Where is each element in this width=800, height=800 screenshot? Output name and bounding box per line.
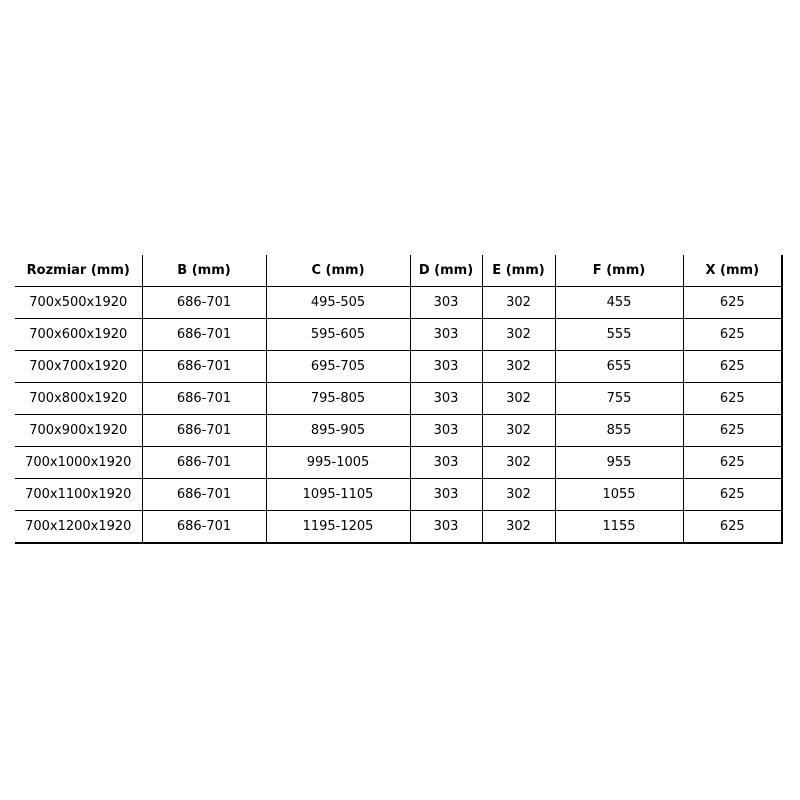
table-cell: 303 [409, 286, 482, 319]
table-cell: 555 [554, 318, 683, 351]
table-cell: 303 [409, 478, 482, 511]
table-cell: 303 [409, 510, 482, 544]
table-cell: 755 [554, 382, 683, 415]
dimensions-table: Rozmiar (mm) B (mm) C (mm) D (mm) E (mm) F (m… [15, 255, 783, 544]
table-cell: 303 [409, 318, 482, 351]
table-row: 700x1100x1920 686-701 1095-1105 303 302 1055 6… [15, 478, 783, 511]
column-header: E (mm) [481, 255, 555, 287]
table-row: 700x1200x1920 686-701 1195-1205 303 302 1155 6… [15, 510, 783, 544]
table-cell: 686-701 [141, 350, 266, 383]
header-row: Rozmiar (mm) B (mm) C (mm) D (mm) E (mm) F (m… [15, 255, 783, 287]
table-cell: 686-701 [141, 318, 266, 351]
table-cell: 625 [682, 510, 783, 544]
table-row: 700x700x1920 686-701 695-705 303 302 655 625 [15, 350, 783, 383]
table-cell: 686-701 [141, 414, 266, 447]
table-cell: 303 [409, 446, 482, 479]
table-row: 700x800x1920 686-701 795-805 303 302 755 625 [15, 382, 783, 415]
table-cell: 686-701 [141, 382, 266, 415]
table-cell: 1155 [554, 510, 683, 544]
column-header: Rozmiar (mm) [15, 255, 142, 287]
table-cell: 455 [554, 286, 683, 319]
table-cell: 303 [409, 382, 482, 415]
table-cell: 302 [481, 510, 555, 544]
table-cell: 700x900x1920 [15, 414, 142, 447]
table-cell: 700x600x1920 [15, 318, 142, 351]
table-cell: 625 [682, 286, 783, 319]
table-cell: 700x800x1920 [15, 382, 142, 415]
table-cell: 595-605 [265, 318, 410, 351]
table-cell: 625 [682, 350, 783, 383]
table-cell: 955 [554, 446, 683, 479]
table-cell: 303 [409, 414, 482, 447]
table-cell: 625 [682, 382, 783, 415]
table-cell: 895-905 [265, 414, 410, 447]
table-row: 700x1000x1920 686-701 995-1005 303 302 955 625 [15, 446, 783, 479]
table-cell: 995-1005 [265, 446, 410, 479]
table-cell: 495-505 [265, 286, 410, 319]
table-cell: 1095-1105 [265, 478, 410, 511]
table-cell: 700x700x1920 [15, 350, 142, 383]
column-header: F (mm) [554, 255, 683, 287]
column-header: D (mm) [409, 255, 482, 287]
table-cell: 686-701 [141, 510, 266, 544]
table-cell: 302 [481, 350, 555, 383]
table-cell: 655 [554, 350, 683, 383]
table-cell: 302 [481, 382, 555, 415]
table-cell: 625 [682, 478, 783, 511]
table-cell: 302 [481, 446, 555, 479]
table-cell: 1055 [554, 478, 683, 511]
table-row: 700x900x1920 686-701 895-905 303 302 855 625 [15, 414, 783, 447]
table-cell: 686-701 [141, 478, 266, 511]
table-cell: 625 [682, 446, 783, 479]
table-cell: 686-701 [141, 446, 266, 479]
column-header: B (mm) [141, 255, 266, 287]
table-cell: 795-805 [265, 382, 410, 415]
table-cell: 625 [682, 318, 783, 351]
table-cell: 700x500x1920 [15, 286, 142, 319]
table-row: 700x600x1920 686-701 595-605 303 302 555 625 [15, 318, 783, 351]
table-cell: 303 [409, 350, 482, 383]
column-header: X (mm) [682, 255, 783, 287]
table-row: 700x500x1920 686-701 495-505 303 302 455 625 [15, 286, 783, 319]
table-cell: 700x1000x1920 [15, 446, 142, 479]
column-header: C (mm) [265, 255, 410, 287]
table-cell: 625 [682, 414, 783, 447]
table-cell: 855 [554, 414, 683, 447]
table-cell: 302 [481, 414, 555, 447]
table-cell: 302 [481, 286, 555, 319]
table-cell: 302 [481, 318, 555, 351]
table-cell: 700x1200x1920 [15, 510, 142, 544]
table-cell: 686-701 [141, 286, 266, 319]
table-cell: 1195-1205 [265, 510, 410, 544]
table-cell: 302 [481, 478, 555, 511]
table-cell: 695-705 [265, 350, 410, 383]
table-cell: 700x1100x1920 [15, 478, 142, 511]
